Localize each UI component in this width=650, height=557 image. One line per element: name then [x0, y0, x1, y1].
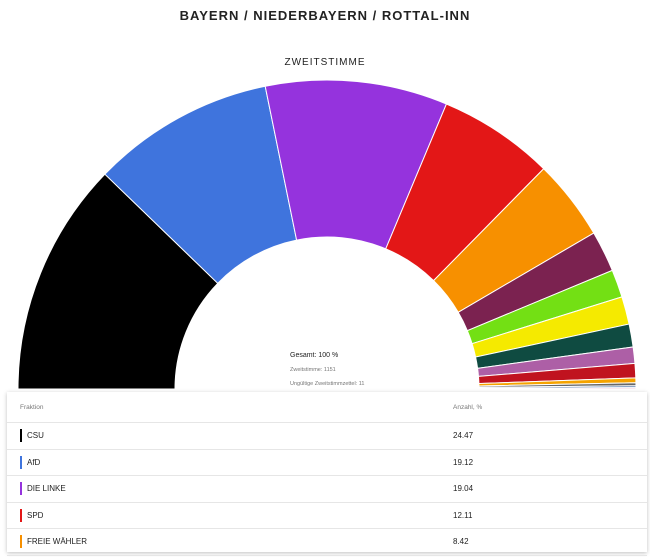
party-value: 24.47: [453, 431, 474, 441]
page-title: BAYERN / NIEDERBAYERN / ROTTAL-INN: [179, 8, 471, 23]
table-row[interactable]: CSU 24.47: [7, 423, 647, 450]
party-name: DIE LINKE: [27, 484, 66, 494]
row-party: AfD: [20, 455, 41, 469]
half-donut-chart: [17, 79, 637, 390]
table-row[interactable]: DIE LINKE 19.04: [7, 476, 647, 503]
color-swatch: [20, 429, 22, 443]
header-anzahl: Anzahl, %: [453, 403, 483, 411]
row-party: CSU: [20, 429, 44, 443]
color-swatch: [20, 482, 22, 496]
color-swatch: [20, 508, 22, 522]
invalid-label: Ungültige Zweitstimmzettel: 11: [290, 381, 365, 387]
party-name: CSU: [27, 431, 44, 441]
color-swatch: [20, 455, 22, 469]
slice-csu[interactable]: [17, 173, 219, 390]
row-party: SPD: [20, 508, 44, 522]
row-party: FREIE WÄHLER: [20, 535, 88, 549]
party-name: AfD: [27, 457, 41, 467]
table-header: Fraktion Anzahl, %: [7, 392, 647, 423]
total-label: Gesamt: 100 %: [290, 352, 339, 359]
party-value: 8.42: [453, 537, 469, 547]
color-swatch: [20, 535, 22, 549]
table-row[interactable]: SPD 12.11: [7, 503, 647, 529]
votes-label: Zweitstimme: 1151: [290, 367, 336, 373]
party-value: 12.11: [453, 510, 473, 520]
party-value: 19.12: [453, 457, 474, 467]
table-row[interactable]: AfD 19.12: [7, 450, 647, 476]
chart-center-summary: Gesamt: 100 % Zweitstimme: 1151 Ungültig…: [290, 352, 364, 395]
header-fraktion: Fraktion: [20, 403, 44, 411]
slice-party-14[interactable]: [478, 387, 637, 390]
row-party: DIE LINKE: [20, 482, 66, 496]
chart-title: ZWEITSTIMME: [284, 57, 366, 68]
party-name: SPD: [27, 510, 44, 520]
table-row[interactable]: FREIE WÄHLER 8.42: [7, 529, 647, 556]
results-table: Fraktion Anzahl, % CSU 24.47 AfD 19.12 DIE L…: [7, 392, 647, 556]
party-name: FREIE WÄHLER: [27, 537, 88, 547]
party-value: 19.04: [453, 484, 474, 494]
